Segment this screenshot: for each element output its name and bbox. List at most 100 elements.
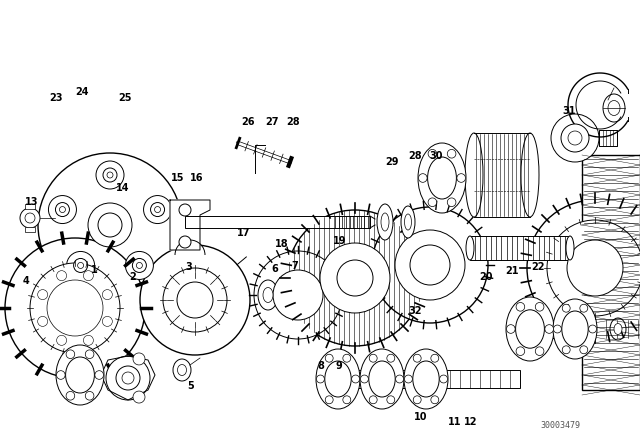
Text: 15: 15 [171, 173, 185, 183]
Circle shape [561, 124, 589, 152]
Text: 7: 7 [291, 261, 298, 271]
Text: 30003479: 30003479 [540, 421, 580, 430]
Text: 24: 24 [75, 87, 89, 97]
Circle shape [325, 396, 333, 404]
Circle shape [122, 372, 134, 384]
Circle shape [49, 195, 76, 224]
Circle shape [177, 282, 213, 318]
Circle shape [527, 200, 640, 336]
Text: 11: 11 [447, 417, 461, 427]
Circle shape [56, 370, 65, 379]
Circle shape [447, 150, 456, 158]
Text: 2: 2 [130, 272, 136, 282]
Circle shape [410, 245, 450, 285]
Circle shape [56, 336, 67, 345]
Text: 25: 25 [118, 93, 132, 103]
Circle shape [56, 271, 67, 280]
Circle shape [74, 258, 88, 272]
Polygon shape [101, 356, 155, 400]
Ellipse shape [325, 361, 351, 397]
Circle shape [56, 202, 70, 216]
Text: 17: 17 [236, 228, 250, 238]
Circle shape [547, 220, 640, 316]
Circle shape [287, 210, 423, 346]
Circle shape [360, 375, 369, 383]
Circle shape [580, 346, 588, 354]
Circle shape [163, 268, 227, 332]
Ellipse shape [418, 143, 466, 213]
Circle shape [413, 354, 421, 362]
Circle shape [567, 240, 623, 296]
Circle shape [563, 346, 570, 354]
Circle shape [95, 370, 104, 379]
Circle shape [535, 347, 544, 356]
Circle shape [535, 302, 544, 311]
Circle shape [83, 336, 93, 345]
Text: 29: 29 [385, 157, 399, 167]
Bar [470, 236, 570, 260]
Polygon shape [170, 200, 210, 250]
Circle shape [316, 375, 324, 383]
Circle shape [325, 354, 333, 362]
Circle shape [102, 316, 113, 327]
Ellipse shape [404, 214, 412, 230]
Circle shape [83, 271, 93, 280]
Ellipse shape [566, 236, 574, 260]
Circle shape [154, 207, 161, 212]
Circle shape [372, 207, 488, 323]
Circle shape [351, 375, 360, 383]
Circle shape [77, 263, 84, 268]
Text: 10: 10 [414, 412, 428, 422]
Text: 9: 9 [336, 362, 342, 371]
Circle shape [5, 238, 145, 378]
Circle shape [88, 203, 132, 247]
Text: 19: 19 [332, 236, 346, 246]
Ellipse shape [516, 310, 545, 348]
Circle shape [254, 251, 342, 339]
Circle shape [38, 316, 47, 327]
Ellipse shape [377, 204, 393, 240]
Ellipse shape [65, 357, 95, 393]
Circle shape [140, 245, 250, 355]
Circle shape [273, 270, 323, 320]
Ellipse shape [603, 94, 625, 122]
Circle shape [116, 366, 140, 390]
Ellipse shape [401, 206, 415, 238]
Bar [25, 227, 35, 232]
Text: 6: 6 [272, 264, 278, 274]
Circle shape [38, 153, 182, 297]
Text: 8: 8 [318, 362, 324, 371]
Circle shape [545, 325, 554, 333]
Circle shape [179, 204, 191, 216]
Circle shape [551, 114, 599, 162]
Ellipse shape [608, 100, 620, 116]
Circle shape [66, 350, 75, 358]
Circle shape [67, 251, 95, 280]
Circle shape [563, 304, 570, 312]
Circle shape [133, 353, 145, 365]
Ellipse shape [360, 349, 404, 409]
Circle shape [98, 213, 122, 237]
Text: 28: 28 [408, 151, 422, 161]
Circle shape [133, 391, 145, 403]
Text: 21: 21 [505, 266, 519, 276]
Text: 20: 20 [479, 272, 493, 282]
Bar [320, 370, 520, 388]
Circle shape [143, 195, 172, 224]
Circle shape [96, 161, 124, 189]
Text: 16: 16 [190, 173, 204, 183]
Circle shape [580, 304, 588, 312]
Circle shape [106, 356, 150, 400]
Circle shape [447, 198, 456, 207]
Circle shape [85, 392, 94, 400]
Circle shape [431, 354, 439, 362]
Text: 12: 12 [463, 417, 477, 427]
Ellipse shape [465, 133, 483, 217]
Circle shape [150, 202, 164, 216]
Bar [582, 155, 640, 390]
Ellipse shape [381, 213, 389, 231]
Ellipse shape [56, 345, 104, 405]
Text: 31: 31 [563, 106, 577, 116]
Circle shape [387, 354, 395, 362]
Text: 4: 4 [22, 276, 29, 286]
